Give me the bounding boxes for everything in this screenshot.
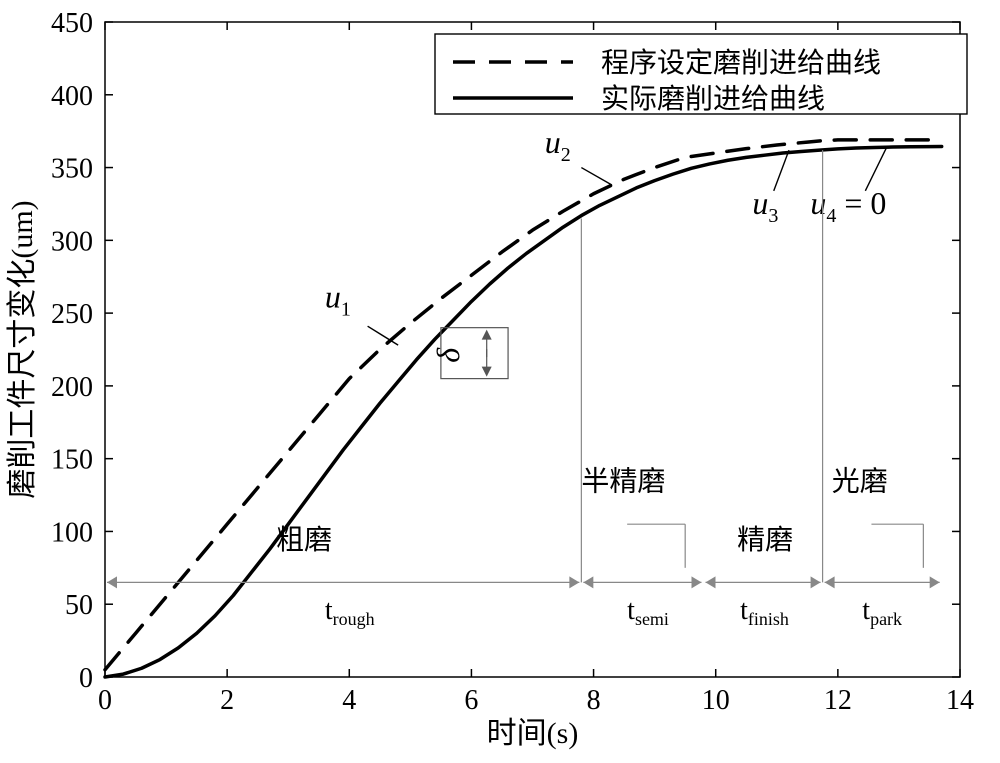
- svg-text:u1: u1: [325, 278, 351, 320]
- series-actual: [105, 146, 942, 677]
- y-tick-label: 300: [51, 226, 93, 257]
- svg-text:u4 = 0: u4 = 0: [810, 185, 886, 227]
- x-tick-label: 6: [464, 685, 478, 716]
- delta-label: δ: [430, 347, 466, 363]
- x-tick-label: 8: [587, 685, 601, 716]
- y-tick-label: 400: [51, 81, 93, 112]
- phase-name-park: 光磨: [832, 466, 888, 498]
- anno-u4: u4 = 0: [810, 147, 886, 227]
- x-tick-label: 0: [98, 685, 112, 716]
- anno-u2: u2: [545, 124, 612, 185]
- y-tick-label: 150: [51, 445, 93, 476]
- y-tick-label: 350: [51, 154, 93, 185]
- y-tick-label: 50: [65, 590, 93, 621]
- x-tick-label: 4: [342, 685, 356, 716]
- x-tick-label: 10: [702, 685, 730, 716]
- y-tick-label: 250: [51, 299, 93, 330]
- x-tick-label: 2: [220, 685, 234, 716]
- phase-t-finish: tfinish: [740, 595, 789, 629]
- phase-name-semi: 半精磨: [581, 466, 665, 498]
- y-axis-title: 磨削工件尺寸变化(um): [6, 200, 39, 498]
- y-tick-label: 200: [51, 372, 93, 403]
- legend-label: 程序设定磨削进给曲线: [601, 47, 881, 79]
- phase-t-park: tpark: [862, 595, 902, 629]
- phase-name-rough: 粗磨: [276, 524, 332, 556]
- phase-t-semi: tsemi: [627, 595, 669, 629]
- legend-label: 实际磨削进给曲线: [601, 83, 825, 115]
- svg-text:u3: u3: [752, 185, 778, 227]
- y-tick-label: 0: [79, 663, 93, 694]
- anno-u3: u3: [752, 150, 789, 227]
- x-tick-label: 14: [946, 685, 974, 716]
- x-axis-title: 时间(s): [487, 717, 579, 750]
- y-tick-label: 450: [51, 8, 93, 39]
- anno-u1: u1: [325, 278, 398, 345]
- y-tick-label: 100: [51, 517, 93, 548]
- phase-t-rough: trough: [325, 595, 375, 629]
- phase-name-finish: 精磨: [737, 524, 793, 556]
- grinding-feed-curve-chart: 0 2 4 6 8 10 12 14 0 50 100 150 200 250 300 350 400 450 时间…: [0, 0, 1000, 763]
- x-tick-label: 12: [824, 685, 852, 716]
- svg-text:u2: u2: [545, 124, 571, 166]
